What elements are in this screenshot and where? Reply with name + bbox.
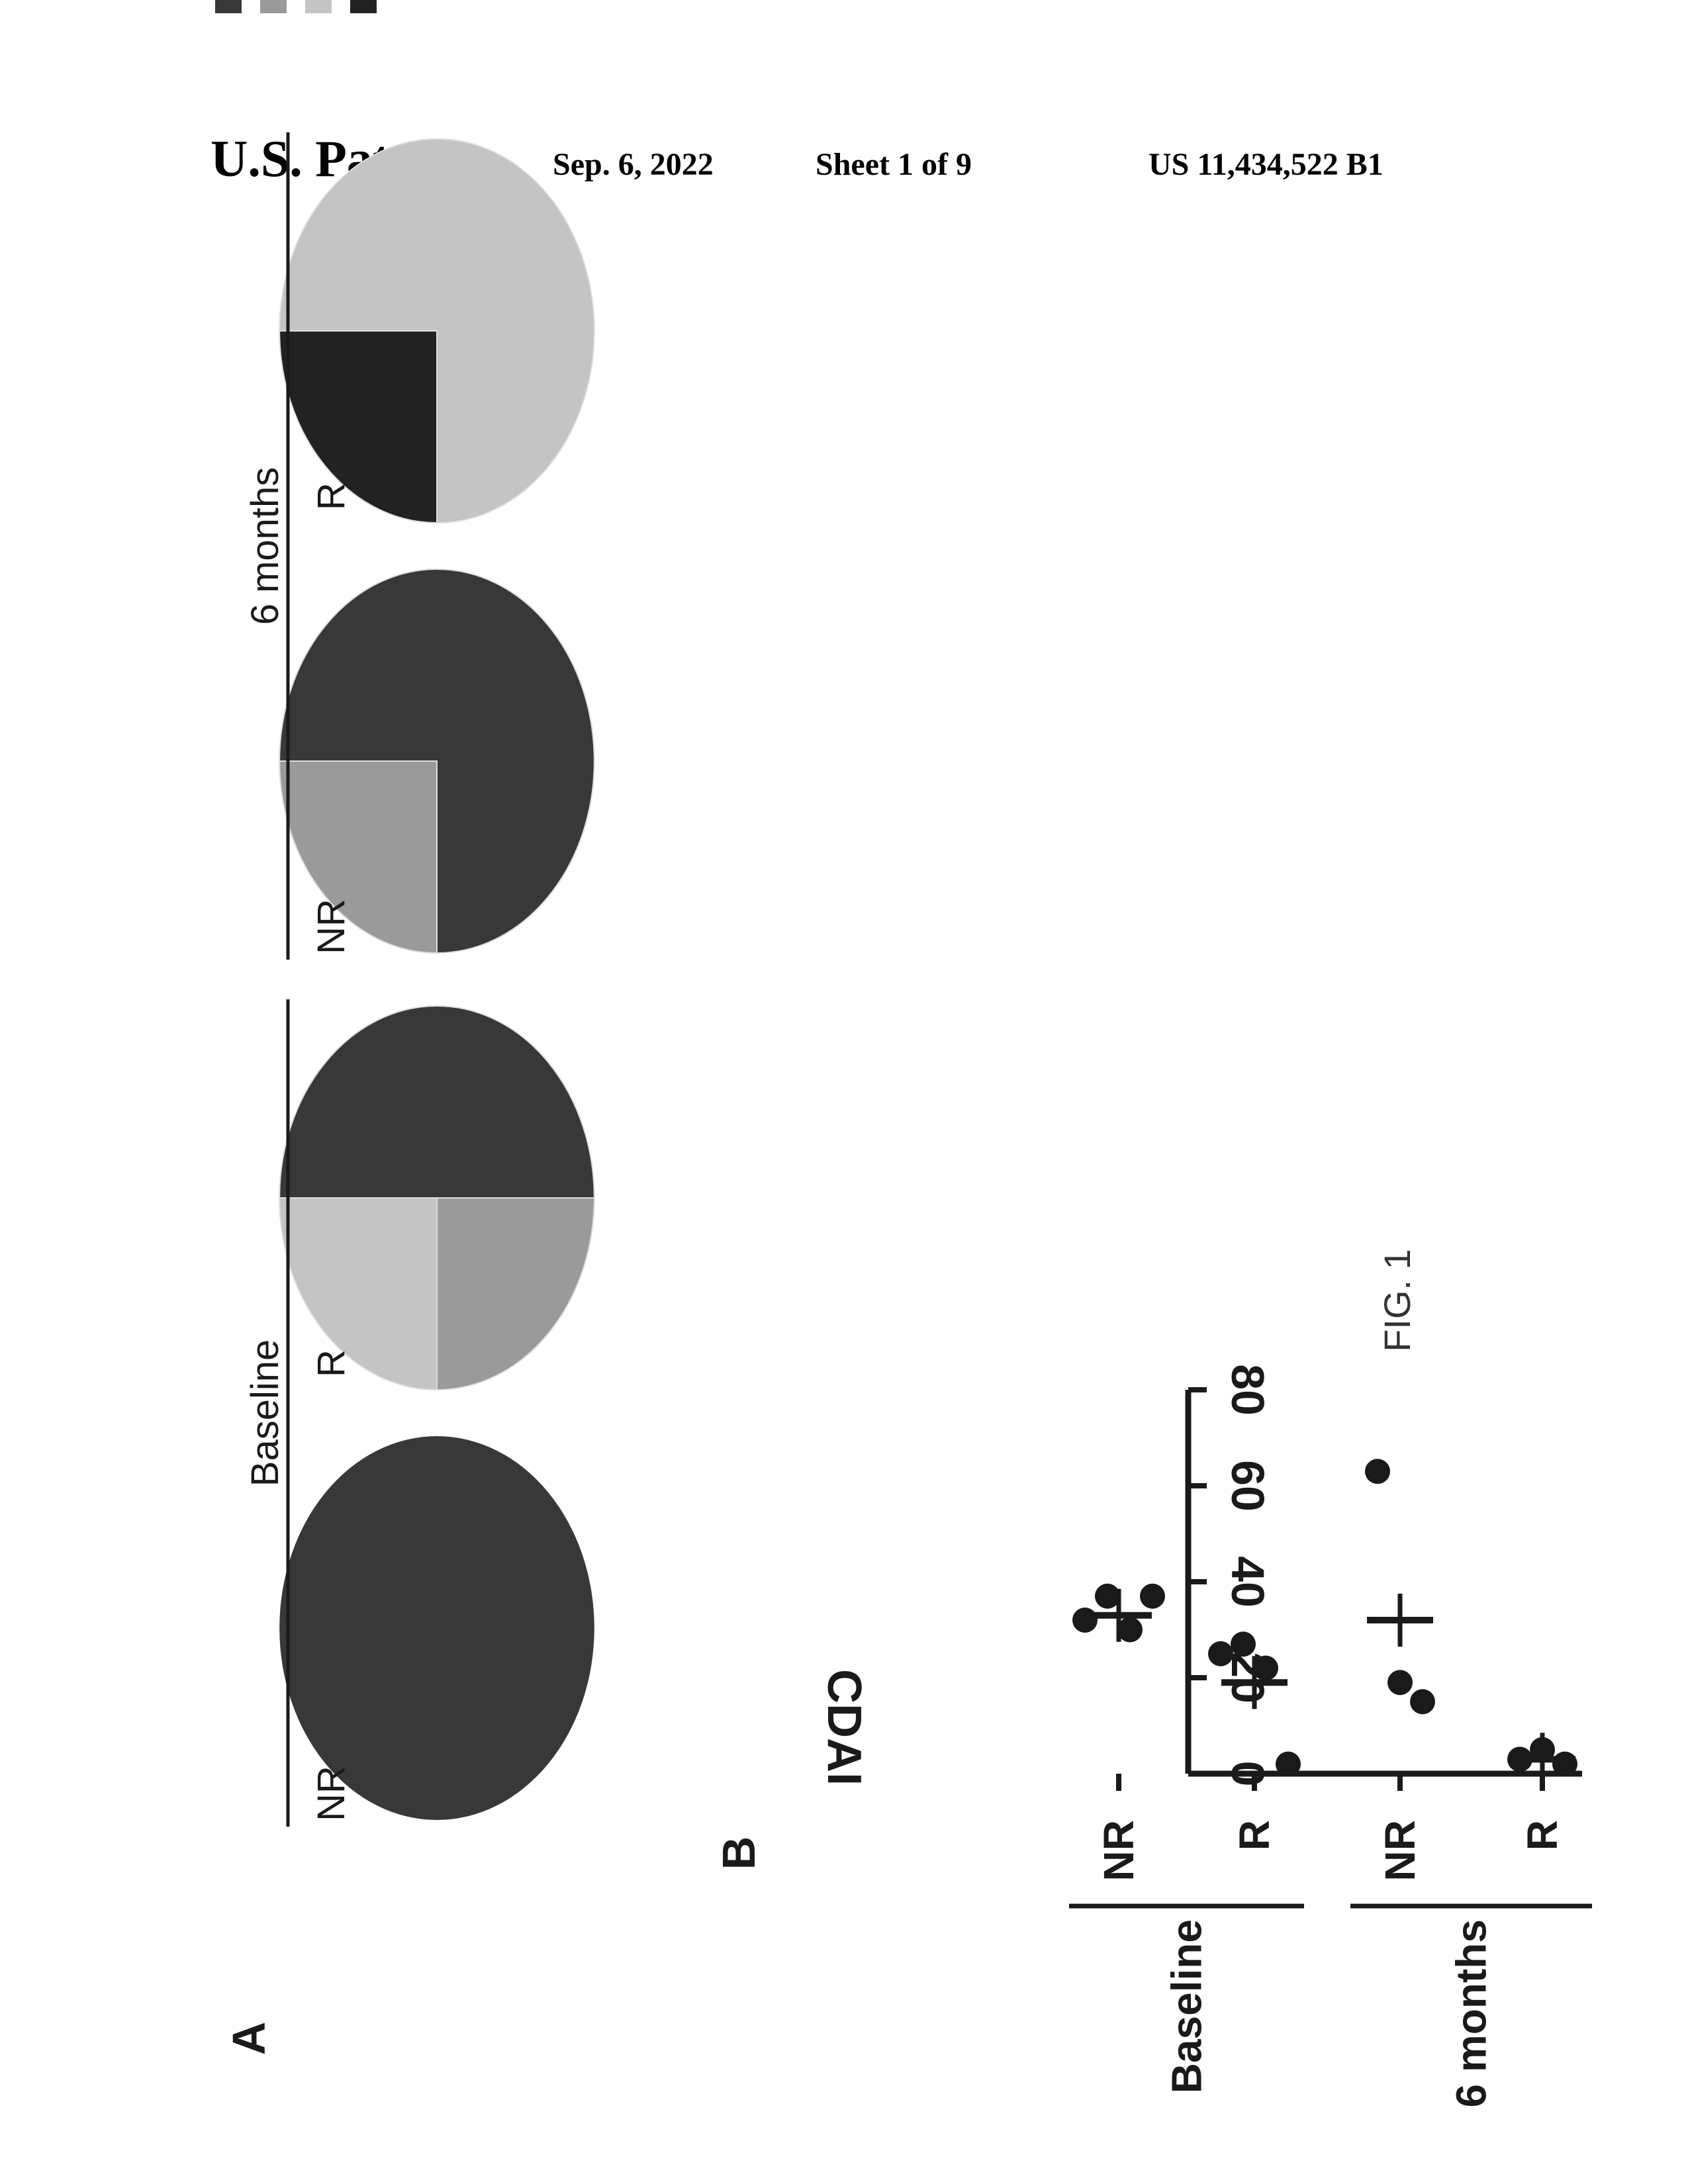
x-tick-label: NR bbox=[1376, 1820, 1424, 1881]
x-tick-label: NR bbox=[1095, 1820, 1143, 1881]
data-point bbox=[1095, 1584, 1120, 1609]
legend: High ActivityModerate ActivityLow Activi… bbox=[207, 0, 385, 13]
y-tick-label: 80 bbox=[1222, 1364, 1274, 1416]
data-point bbox=[1072, 1608, 1098, 1633]
data-point bbox=[1365, 1459, 1390, 1484]
pie-slice bbox=[437, 1198, 594, 1390]
pie-chart bbox=[279, 1006, 594, 1390]
data-point bbox=[1140, 1584, 1165, 1609]
pie-slice bbox=[279, 1436, 594, 1820]
y-tick-label: 60 bbox=[1222, 1460, 1274, 1512]
x-tick-label: R bbox=[1231, 1820, 1278, 1850]
data-point bbox=[1117, 1617, 1143, 1643]
pie-label: R bbox=[310, 482, 353, 510]
pie-chart bbox=[279, 1436, 594, 1820]
pie-group-label: 6 months bbox=[244, 467, 287, 625]
data-point bbox=[1231, 1631, 1256, 1657]
pie-label: NR bbox=[310, 1766, 353, 1821]
pie-chart bbox=[279, 139, 594, 523]
panel-b-label: B bbox=[713, 1837, 765, 1870]
x-group-label: 6 months bbox=[1448, 1919, 1495, 2107]
legend-swatch bbox=[305, 0, 332, 13]
scatter-plot: 020406080NRRNRRBaseline6 months bbox=[1069, 1364, 1592, 2107]
panel-a: A Baseline NR R 6 months NR R High ActivityMo… bbox=[207, 0, 594, 2055]
pie-slice bbox=[279, 761, 437, 953]
data-point bbox=[1208, 1641, 1233, 1666]
legend-swatch bbox=[215, 0, 242, 13]
pie-slice bbox=[279, 1198, 437, 1390]
pie-label: NR bbox=[310, 899, 353, 954]
x-tick-label: R bbox=[1519, 1820, 1566, 1850]
data-point bbox=[1276, 1752, 1301, 1777]
data-point bbox=[1410, 1689, 1435, 1714]
data-point bbox=[1387, 1670, 1413, 1695]
legend-swatch bbox=[260, 0, 287, 13]
x-group-label: Baseline bbox=[1163, 1919, 1211, 2093]
pie-chart bbox=[279, 569, 594, 953]
panel-a-label: A bbox=[223, 2022, 275, 2056]
figure-caption: FIG. 1 bbox=[1376, 1249, 1418, 1352]
y-tick-label: 40 bbox=[1222, 1556, 1274, 1608]
pie-label: R bbox=[310, 1349, 353, 1377]
data-point bbox=[1253, 1656, 1278, 1681]
panel-b: B CDAI 020406080NRRNRRBaseline6 months bbox=[713, 1364, 1592, 2107]
pie-group-label: Baseline bbox=[244, 1340, 287, 1486]
pie-slice bbox=[279, 1006, 594, 1198]
data-point bbox=[1552, 1752, 1577, 1777]
legend-swatch bbox=[350, 0, 377, 13]
y-axis-label: CDAI bbox=[818, 1669, 870, 1786]
pie-slice bbox=[279, 331, 437, 523]
pie-charts bbox=[279, 139, 594, 1820]
